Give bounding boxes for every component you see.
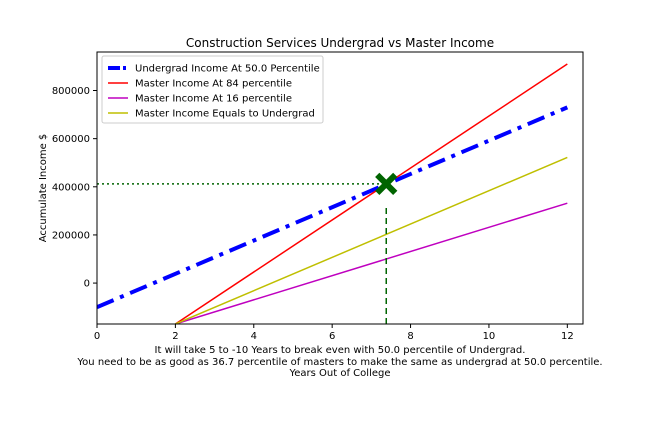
legend-label: Master Income Equals to Undergrad — [135, 109, 315, 120]
legend-label: Master Income At 16 percentile — [135, 94, 292, 105]
legend-box — [101, 55, 324, 124]
x-tick-label: 6 — [329, 331, 335, 342]
series-line-2 — [174, 63, 568, 324]
y-tick-label: 800000 — [52, 86, 90, 97]
y-tick-label: 0 — [84, 279, 90, 290]
plot-area: 0 2 4 6 8 10 12 0 200000 400000 600000 800000 — [52, 51, 584, 342]
x-axis-label-line-3: Years Out of College — [289, 368, 391, 379]
y-tick-label: 600000 — [52, 134, 90, 145]
break-even-marker — [375, 172, 398, 196]
legend-label: Undergrad Income At 50.0 Percentile — [135, 64, 320, 75]
x-tick-label: 10 — [483, 331, 496, 342]
axes-frame — [96, 51, 584, 325]
y-tick-label: 400000 — [52, 182, 90, 193]
x-tick-label: 0 — [94, 331, 100, 342]
series-line-3 — [175, 202, 568, 324]
legend-label: Master Income At 84 percentile — [135, 79, 292, 90]
x-tick-label: 12 — [561, 331, 574, 342]
y-axis-label: Accumulate Income $ — [38, 134, 49, 243]
series-line-4 — [175, 156, 568, 324]
chart-title: Construction Services Undergrad vs Maste… — [186, 36, 494, 50]
series-line-1 — [97, 105, 569, 309]
x-tick-label: 2 — [172, 331, 178, 342]
x-tick-label: 4 — [251, 331, 257, 342]
legend: Undergrad Income At 50.0 Percentile Maste… — [101, 55, 324, 124]
y-tick-label: 200000 — [52, 230, 90, 241]
x-axis-label-line-2: You need to be as good as 36.7 percentil… — [76, 357, 602, 368]
x-tick-label: 8 — [407, 331, 413, 342]
x-axis-label-line-1: It will take 5 to -10 Years to break eve… — [155, 345, 526, 356]
